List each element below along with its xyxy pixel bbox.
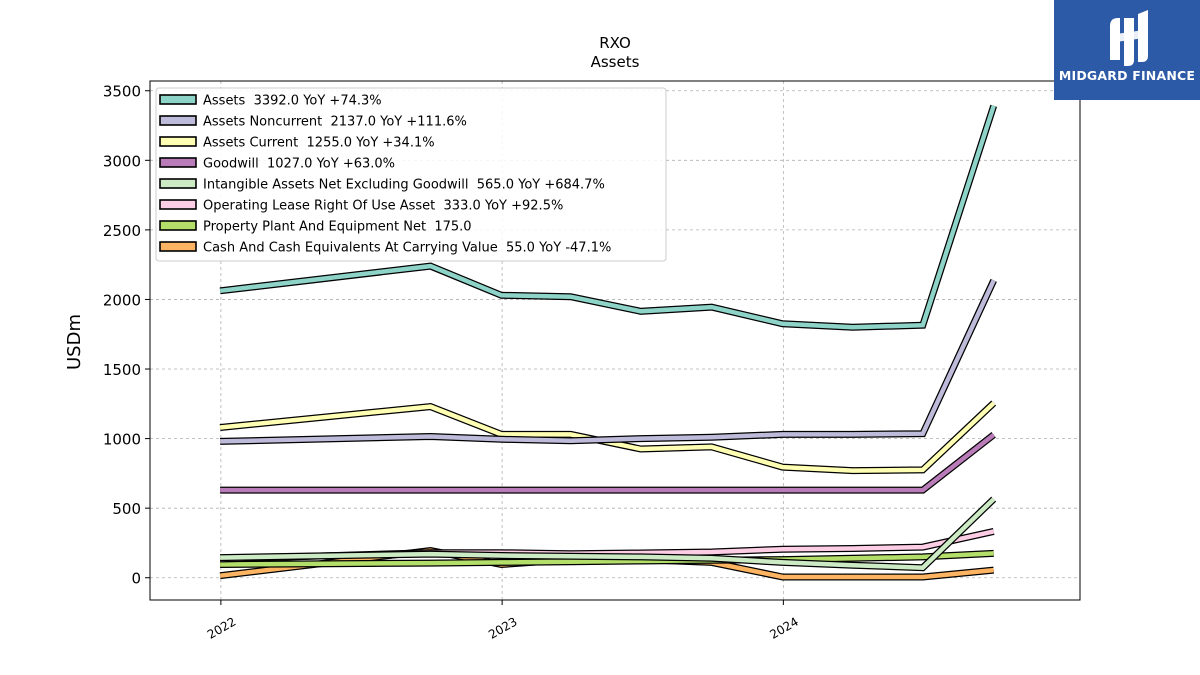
legend-entry: Goodwill 1027.0 YoY +63.0% (203, 157, 395, 172)
y-tick-label: 2500 (103, 222, 141, 240)
legend-swatch (159, 136, 197, 147)
plot-frame (149, 80, 1081, 601)
legend: Assets 3392.0 YoY +74.3% Assets Noncurren… (155, 87, 667, 262)
x-tick-label: 2024 (767, 614, 800, 641)
legend-entry: Operating Lease Right Of Use Asset 333.0… (203, 199, 563, 214)
legend-swatch (159, 94, 197, 105)
series-goodwill (220, 432, 996, 494)
chart-subtitle: Assets (591, 53, 640, 71)
x-tick-label: 2022 (205, 614, 238, 641)
y-tick-label: 3000 (103, 152, 141, 170)
legend-swatch (159, 157, 197, 168)
series-line (219, 105, 996, 330)
series-intangible-assets-net-excluding-goodwill (220, 496, 997, 572)
y-tick-label: 1000 (103, 431, 141, 449)
series-assets-current (219, 400, 997, 475)
y-tick-label: 2000 (103, 291, 141, 309)
legend-entry: Assets Current 1255.0 YoY +34.1% (203, 136, 435, 151)
legend-entry: Cash And Cash Equivalents At Carrying Va… (203, 241, 611, 256)
x-tick-label: 2023 (486, 614, 519, 641)
legend-box (155, 87, 667, 262)
series-line (219, 401, 996, 473)
legend-entry: Property Plant And Equipment Net 175.0 (203, 220, 472, 235)
brand-name: MIDGARD FINANCE (1058, 68, 1196, 83)
series-assets-noncurrent (220, 278, 997, 445)
brand-logo: MIDGARD FINANCE (1054, 0, 1200, 100)
series-line (220, 279, 996, 444)
series-line (220, 433, 996, 493)
y-tick-label: 3500 (103, 83, 141, 101)
legend-swatch (159, 115, 197, 126)
chart-title: RXO (599, 34, 631, 52)
midgard-logo-icon (1110, 10, 1148, 66)
series-line (220, 497, 996, 570)
legend-entry: Intangible Assets Net Excluding Goodwill… (203, 178, 605, 193)
legend-entry: Assets Noncurrent 2137.0 YoY +111.6% (203, 115, 467, 130)
y-axis-label: USDm (64, 314, 85, 370)
y-tick-label: 0 (131, 570, 141, 588)
legend-entry: Assets 3392.0 YoY +74.3% (203, 94, 382, 109)
legend-swatch (159, 241, 197, 252)
series-layer (219, 104, 998, 581)
legend-swatch (159, 220, 197, 231)
legend-swatch (159, 178, 197, 189)
series-assets (219, 104, 998, 331)
legend-swatch (159, 199, 197, 210)
y-tick-label: 1500 (103, 361, 141, 379)
y-tick-label: 500 (112, 500, 141, 518)
